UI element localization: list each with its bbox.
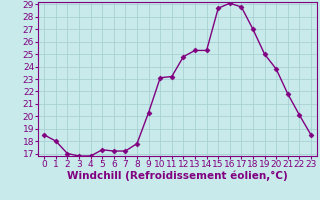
X-axis label: Windchill (Refroidissement éolien,°C): Windchill (Refroidissement éolien,°C) <box>67 171 288 181</box>
